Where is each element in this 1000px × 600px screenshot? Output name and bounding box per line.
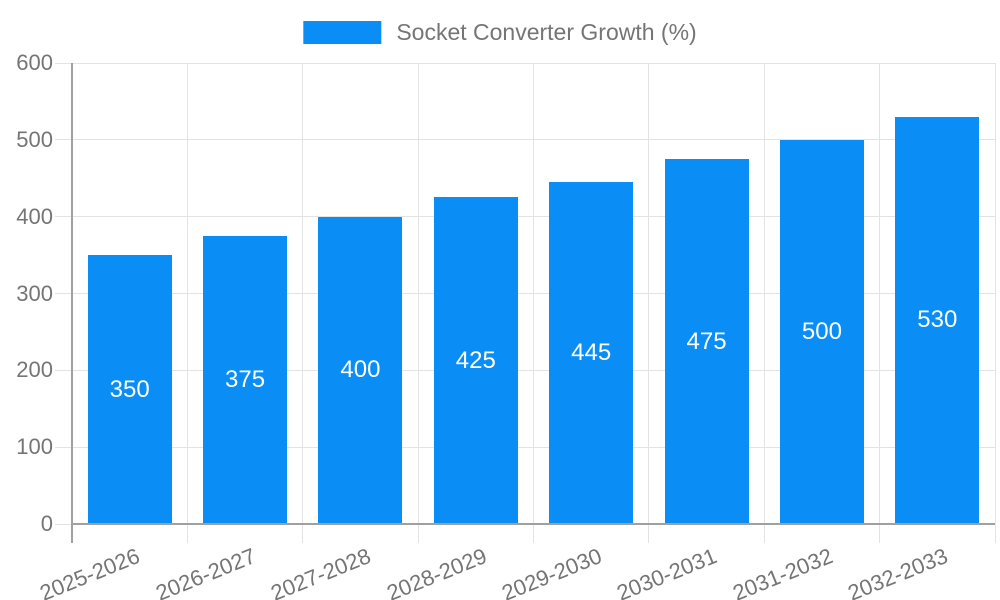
x-tick <box>763 524 765 543</box>
gridline-v <box>879 63 881 524</box>
bar[interactable] <box>433 197 518 524</box>
y-axis-label: 0 <box>40 511 53 536</box>
y-tick <box>55 139 72 141</box>
x-tick <box>994 524 996 543</box>
x-axis-label: 2032-2033 <box>844 543 952 600</box>
bar[interactable] <box>549 182 634 524</box>
x-axis-label: 2027-2028 <box>267 543 375 600</box>
x-axis-label: 2031-2032 <box>729 543 836 600</box>
x-axis-label: 2026-2027 <box>152 543 260 600</box>
gridline-v <box>417 63 419 524</box>
gridline-v <box>533 63 534 524</box>
y-axis-label: 400 <box>16 203 53 229</box>
bar-value-label: 530 <box>917 306 958 334</box>
bar[interactable] <box>779 139 864 524</box>
bar[interactable] <box>895 116 980 524</box>
x-tick <box>533 524 534 543</box>
gridline-v <box>302 63 304 524</box>
legend-label: Socket Converter Growth (%) <box>396 19 697 45</box>
y-tick <box>55 216 72 218</box>
y-axis-label: 500 <box>16 126 53 152</box>
bar[interactable] <box>664 159 749 524</box>
x-tick <box>302 524 304 543</box>
y-axis-label: 300 <box>16 280 53 306</box>
legend[interactable]: Socket Converter Growth (%) <box>303 19 697 46</box>
x-axis-label: 2025-2026 <box>36 543 144 600</box>
x-axis-label: 2029-2030 <box>498 543 606 600</box>
bar-value-label: 500 <box>801 317 842 345</box>
x-axis-label: 2030-2031 <box>613 543 721 600</box>
y-tick <box>55 446 72 448</box>
x-tick <box>879 524 881 543</box>
y-tick <box>55 523 72 525</box>
x-axis-label: 2028-2029 <box>382 543 490 600</box>
bar-value-label: 400 <box>340 356 381 384</box>
y-tick <box>55 293 72 294</box>
bar[interactable] <box>318 216 403 524</box>
bar-value-label: 425 <box>455 346 496 374</box>
x-axis-line <box>71 523 995 525</box>
x-tick <box>417 524 419 543</box>
y-axis-line <box>71 63 73 543</box>
bar-value-label: 350 <box>109 375 150 403</box>
gridline-v <box>763 63 765 524</box>
x-tick <box>648 524 650 543</box>
y-axis-label: 200 <box>16 357 53 383</box>
bar-value-label: 375 <box>225 365 266 393</box>
legend-swatch <box>303 21 382 44</box>
bar-value-label: 445 <box>571 339 612 367</box>
x-tick <box>186 524 188 543</box>
y-axis-label: 100 <box>16 434 53 460</box>
bar[interactable] <box>203 235 288 524</box>
gridline-v <box>186 63 188 524</box>
bar-value-label: 475 <box>686 327 727 355</box>
y-tick <box>55 62 72 64</box>
y-axis-label: 600 <box>16 50 53 75</box>
gridline-v <box>994 63 996 524</box>
bar[interactable] <box>87 255 172 524</box>
y-tick <box>55 369 72 371</box>
gridline-v <box>648 63 650 524</box>
